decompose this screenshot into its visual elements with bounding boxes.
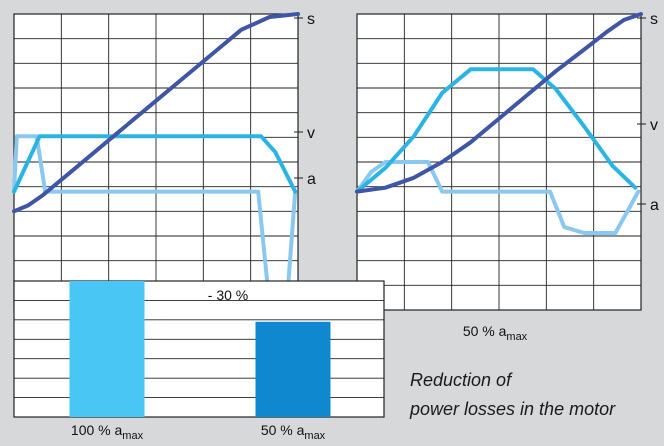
bar	[69, 281, 145, 417]
series-v-line	[12, 134, 298, 194]
bar-category-label: 100 % amax	[71, 422, 144, 442]
series-v-line	[355, 67, 638, 194]
caption-line-2: power losses in the motor	[410, 399, 616, 419]
series-s-line	[12, 12, 300, 214]
series-s-label: s	[307, 11, 315, 28]
series-s-line	[355, 12, 643, 194]
line-chart-2: s v a 50 % amax	[355, 11, 659, 343]
bar-chart: 100 % amax 50 % amax - 30 %	[13, 280, 385, 442]
series-a-label: a	[650, 197, 659, 214]
line-chart-1: sva100 % amax	[12, 11, 316, 343]
x-axis-label: 50 % amax	[463, 323, 528, 343]
caption-line-1: Reduction of	[410, 370, 512, 390]
series-a-label: a	[307, 171, 316, 188]
series-s-label: s	[650, 11, 658, 28]
bar-category-label: 50 % amax	[261, 422, 326, 442]
bar	[255, 321, 331, 417]
series-v-label: v	[307, 125, 315, 142]
reduction-annotation: - 30 %	[208, 287, 248, 303]
series-v-label: v	[650, 117, 658, 134]
series-a-line	[355, 160, 641, 235]
figure-caption: Reduction of power losses in the motor	[410, 366, 615, 424]
